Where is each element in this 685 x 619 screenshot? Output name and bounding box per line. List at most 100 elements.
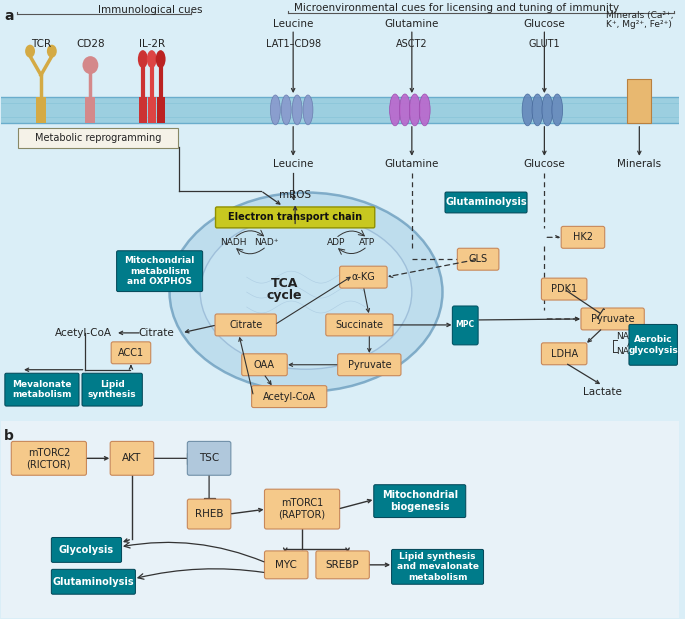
FancyBboxPatch shape bbox=[264, 551, 308, 579]
Bar bbox=[1, 97, 679, 123]
Text: Glutaminolysis: Glutaminolysis bbox=[445, 197, 527, 207]
Ellipse shape bbox=[82, 56, 99, 74]
FancyBboxPatch shape bbox=[111, 342, 151, 364]
Bar bbox=[86, 97, 95, 123]
Text: AKT: AKT bbox=[122, 453, 142, 464]
Ellipse shape bbox=[522, 94, 533, 126]
Bar bbox=[157, 97, 164, 123]
Text: Citrate: Citrate bbox=[139, 328, 175, 338]
Text: Acetyl-CoA: Acetyl-CoA bbox=[55, 328, 112, 338]
FancyBboxPatch shape bbox=[338, 354, 401, 376]
Text: Microenvironmental cues for licensing and tuning of immunity: Microenvironmental cues for licensing an… bbox=[294, 3, 619, 14]
Text: NADH: NADH bbox=[221, 238, 247, 247]
FancyBboxPatch shape bbox=[187, 499, 231, 529]
Text: HK2: HK2 bbox=[573, 232, 593, 242]
FancyBboxPatch shape bbox=[51, 569, 136, 594]
Text: CD28: CD28 bbox=[76, 39, 105, 50]
Bar bbox=[1, 422, 679, 618]
Text: mROS: mROS bbox=[279, 191, 311, 201]
FancyBboxPatch shape bbox=[11, 441, 86, 475]
FancyBboxPatch shape bbox=[374, 485, 466, 517]
Text: Immunological cues: Immunological cues bbox=[99, 6, 203, 15]
FancyBboxPatch shape bbox=[251, 386, 327, 407]
Text: ASCT2: ASCT2 bbox=[396, 39, 427, 50]
Ellipse shape bbox=[410, 94, 421, 126]
FancyBboxPatch shape bbox=[561, 227, 605, 248]
Text: ADP: ADP bbox=[327, 238, 345, 247]
Text: ACC1: ACC1 bbox=[118, 348, 144, 358]
Ellipse shape bbox=[303, 95, 313, 125]
FancyBboxPatch shape bbox=[326, 314, 393, 336]
FancyBboxPatch shape bbox=[316, 551, 369, 579]
Text: cycle: cycle bbox=[266, 288, 302, 301]
Text: NAD⁺: NAD⁺ bbox=[616, 332, 641, 341]
Text: TSC: TSC bbox=[199, 453, 219, 464]
Ellipse shape bbox=[271, 95, 280, 125]
FancyBboxPatch shape bbox=[452, 306, 478, 345]
FancyBboxPatch shape bbox=[51, 537, 121, 562]
FancyBboxPatch shape bbox=[541, 343, 587, 365]
Text: Leucine: Leucine bbox=[273, 19, 313, 29]
Text: Minerals (Ca²⁺,: Minerals (Ca²⁺, bbox=[606, 11, 673, 20]
Text: Minerals: Minerals bbox=[617, 158, 662, 169]
Text: Glutaminolysis: Glutaminolysis bbox=[53, 577, 134, 587]
Text: mTORC1
(RAPTOR): mTORC1 (RAPTOR) bbox=[279, 498, 325, 520]
Ellipse shape bbox=[25, 45, 35, 58]
FancyBboxPatch shape bbox=[445, 192, 527, 213]
Text: Glutamine: Glutamine bbox=[385, 158, 439, 169]
Bar bbox=[36, 97, 46, 123]
FancyBboxPatch shape bbox=[215, 314, 276, 336]
Text: b: b bbox=[4, 430, 14, 443]
FancyBboxPatch shape bbox=[629, 324, 677, 365]
Text: RHEB: RHEB bbox=[195, 509, 223, 519]
Text: MYC: MYC bbox=[275, 560, 297, 570]
Text: α-KG: α-KG bbox=[351, 272, 375, 282]
Ellipse shape bbox=[542, 94, 553, 126]
Text: Acetyl-CoA: Acetyl-CoA bbox=[263, 392, 316, 402]
Ellipse shape bbox=[292, 95, 302, 125]
FancyBboxPatch shape bbox=[216, 207, 375, 228]
Text: GLS: GLS bbox=[469, 254, 488, 264]
Ellipse shape bbox=[282, 95, 291, 125]
Ellipse shape bbox=[390, 94, 401, 126]
Ellipse shape bbox=[552, 94, 562, 126]
FancyBboxPatch shape bbox=[242, 354, 287, 376]
Text: Citrate: Citrate bbox=[229, 320, 262, 330]
Bar bbox=[1, 1, 679, 422]
Text: TCA: TCA bbox=[271, 277, 298, 290]
Text: Glucose: Glucose bbox=[523, 158, 565, 169]
FancyBboxPatch shape bbox=[116, 251, 203, 292]
Ellipse shape bbox=[399, 94, 410, 126]
Text: SREBP: SREBP bbox=[326, 560, 360, 570]
FancyBboxPatch shape bbox=[581, 308, 645, 330]
Text: Mevalonate
metabolism: Mevalonate metabolism bbox=[12, 380, 72, 399]
Text: Lipid
synthesis: Lipid synthesis bbox=[88, 380, 136, 399]
Bar bbox=[148, 97, 155, 123]
Ellipse shape bbox=[169, 193, 443, 392]
Text: Pyruvate: Pyruvate bbox=[590, 314, 634, 324]
Text: TCR: TCR bbox=[31, 39, 51, 50]
Text: Lipid synthesis
and mevalonate
metabolism: Lipid synthesis and mevalonate metabolis… bbox=[397, 552, 479, 582]
Ellipse shape bbox=[147, 50, 157, 68]
Ellipse shape bbox=[47, 45, 57, 58]
Text: OAA: OAA bbox=[254, 360, 275, 370]
Text: LDHA: LDHA bbox=[551, 348, 577, 359]
Text: PDK1: PDK1 bbox=[551, 284, 577, 294]
Text: Glutamine: Glutamine bbox=[385, 19, 439, 29]
Text: Mitochondrial
metabolism
and OXPHOS: Mitochondrial metabolism and OXPHOS bbox=[125, 256, 195, 286]
FancyBboxPatch shape bbox=[392, 550, 484, 584]
FancyBboxPatch shape bbox=[264, 489, 340, 529]
Text: Glucose: Glucose bbox=[523, 19, 565, 29]
FancyBboxPatch shape bbox=[5, 373, 79, 406]
Text: MPC: MPC bbox=[456, 321, 475, 329]
FancyBboxPatch shape bbox=[18, 128, 178, 148]
Text: LAT1–CD98: LAT1–CD98 bbox=[266, 39, 321, 50]
Text: Aerobic
glycolysis: Aerobic glycolysis bbox=[628, 335, 678, 355]
Text: Leucine: Leucine bbox=[273, 158, 313, 169]
FancyBboxPatch shape bbox=[187, 441, 231, 475]
Text: Glycolysis: Glycolysis bbox=[59, 545, 114, 555]
FancyBboxPatch shape bbox=[340, 266, 387, 288]
Text: a: a bbox=[4, 9, 14, 24]
FancyBboxPatch shape bbox=[458, 248, 499, 270]
Ellipse shape bbox=[200, 215, 412, 369]
